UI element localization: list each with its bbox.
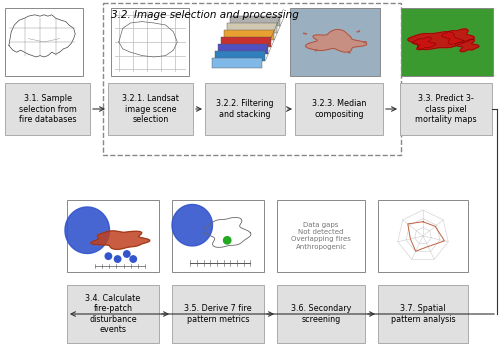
- Text: 3.6. Secondary
screening: 3.6. Secondary screening: [291, 304, 351, 324]
- Polygon shape: [412, 37, 436, 50]
- Text: Data gaps
Not detected
Overlapping fires
Anthropogenic: Data gaps Not detected Overlapping fires…: [291, 223, 351, 249]
- Bar: [224, 30, 274, 39]
- Polygon shape: [408, 32, 464, 50]
- Bar: [172, 285, 264, 343]
- Text: 3.3. Predict 3-
class pixel
mortality maps: 3.3. Predict 3- class pixel mortality ma…: [415, 94, 477, 124]
- Bar: [295, 83, 383, 135]
- Text: 3.7. Spatial
pattern analysis: 3.7. Spatial pattern analysis: [390, 304, 456, 324]
- Bar: [172, 200, 264, 272]
- Polygon shape: [456, 39, 479, 52]
- Bar: [5, 83, 90, 135]
- Bar: [221, 37, 272, 47]
- Bar: [205, 83, 285, 135]
- Bar: [400, 83, 492, 135]
- Text: 3.2. Image selection and processing: 3.2. Image selection and processing: [111, 10, 299, 20]
- Circle shape: [105, 253, 112, 260]
- Bar: [103, 3, 401, 155]
- Polygon shape: [442, 29, 474, 44]
- Text: 3.2.2. Filtering
and stacking: 3.2.2. Filtering and stacking: [216, 99, 274, 119]
- Text: 3.5. Derive 7 fire
pattern metrics: 3.5. Derive 7 fire pattern metrics: [184, 304, 252, 324]
- Bar: [378, 200, 468, 272]
- Bar: [277, 285, 365, 343]
- Bar: [230, 16, 280, 25]
- Bar: [218, 44, 268, 54]
- Circle shape: [114, 256, 121, 262]
- Circle shape: [124, 251, 130, 257]
- Bar: [5, 8, 83, 76]
- Text: 3.1. Sample
selection from
fire databases: 3.1. Sample selection from fire database…: [18, 94, 76, 124]
- Polygon shape: [91, 231, 150, 249]
- Bar: [212, 58, 262, 68]
- Bar: [277, 200, 365, 272]
- Circle shape: [130, 256, 136, 262]
- Polygon shape: [65, 207, 110, 253]
- Circle shape: [224, 237, 231, 244]
- Bar: [67, 200, 159, 272]
- Bar: [290, 8, 380, 76]
- Polygon shape: [172, 205, 212, 246]
- Bar: [108, 83, 193, 135]
- Text: 3.2.3. Median
compositing: 3.2.3. Median compositing: [312, 99, 366, 119]
- Bar: [111, 8, 189, 76]
- Text: 3.2.1. Landsat
image scene
selection: 3.2.1. Landsat image scene selection: [122, 94, 179, 124]
- Polygon shape: [306, 29, 367, 52]
- Bar: [215, 51, 266, 60]
- Bar: [67, 285, 159, 343]
- Bar: [401, 8, 493, 76]
- Text: 3.4. Calculate
fire-patch
disturbance
events: 3.4. Calculate fire-patch disturbance ev…: [86, 294, 140, 334]
- Bar: [227, 23, 278, 33]
- Bar: [378, 285, 468, 343]
